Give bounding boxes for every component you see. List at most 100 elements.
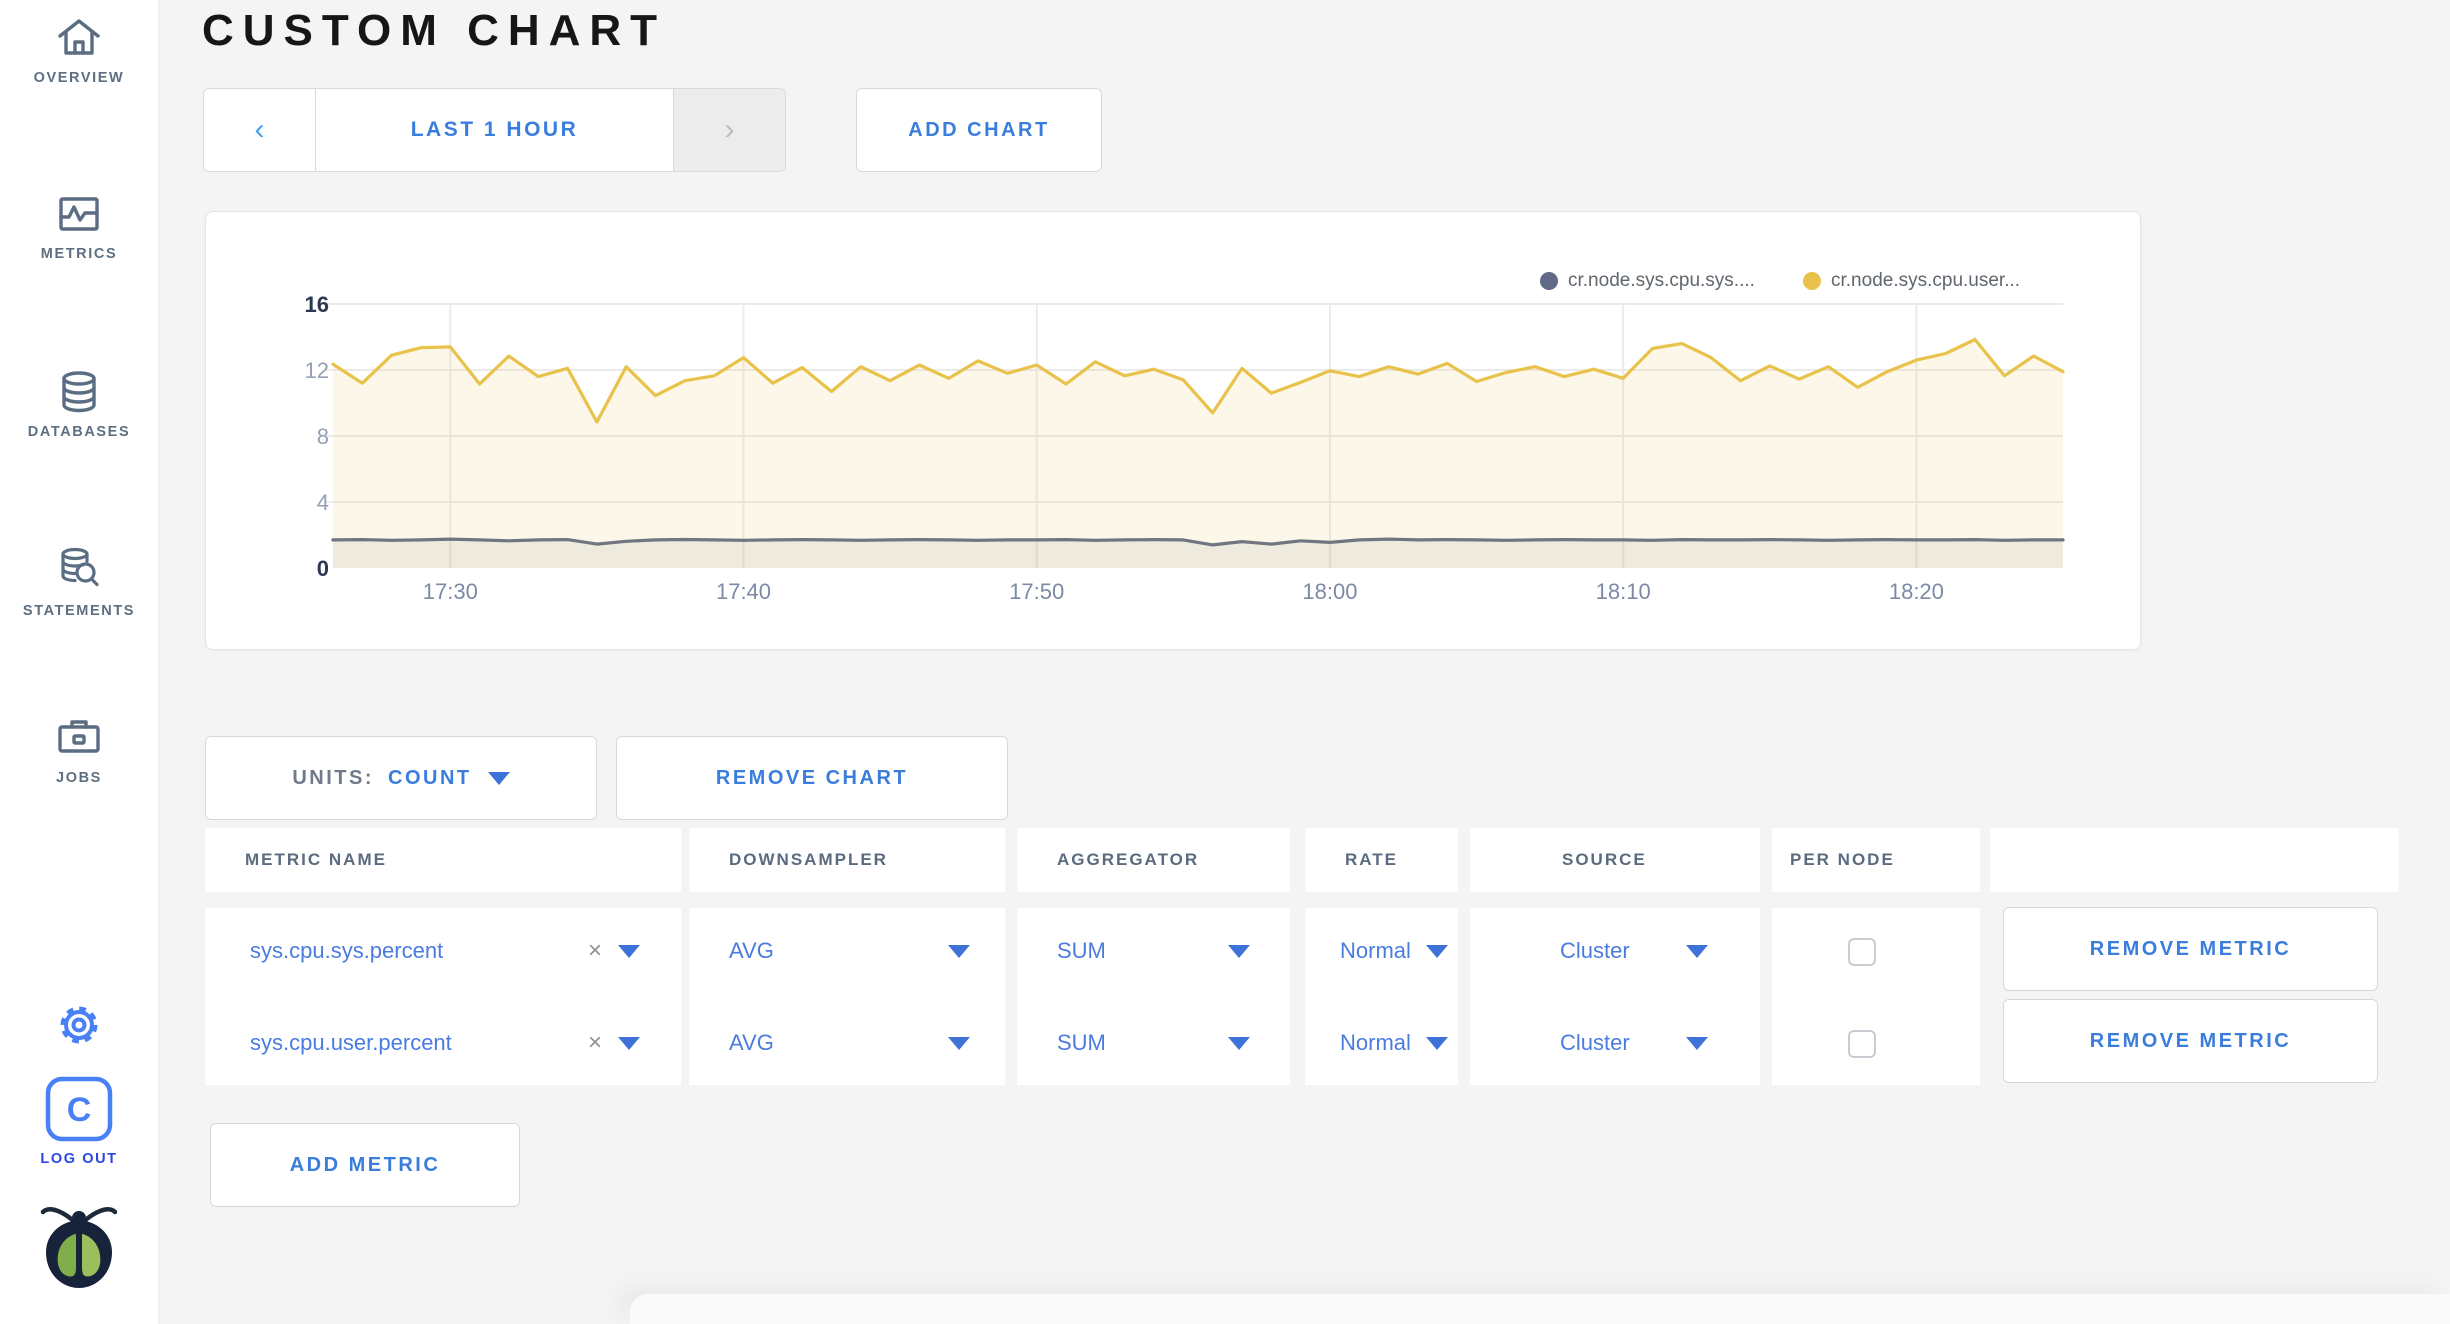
metric-name-controls: ×: [588, 931, 641, 971]
legend-item-sys: cr.node.sys.cpu.sys....: [1540, 270, 1755, 292]
chevron-down-icon: [1228, 944, 1250, 958]
source-caret[interactable]: [1686, 1023, 1708, 1063]
units-dropdown[interactable]: UNITS: COUNT: [205, 736, 597, 820]
rate-value[interactable]: Normal: [1340, 938, 1411, 963]
table-column-source: [1470, 908, 1760, 1085]
time-range-value[interactable]: LAST 1 HOUR: [410, 118, 579, 141]
per-node-checkbox[interactable]: [1848, 1030, 1876, 1058]
logout-label: LOG OUT: [40, 1151, 118, 1167]
sidebar-item-label: METRICS: [40, 246, 118, 262]
briefcase-icon: [58, 720, 100, 753]
sidebar-item-label: STATEMENTS: [22, 603, 136, 619]
svg-text:12: 12: [305, 358, 329, 383]
sidebar-item-label: JOBS: [56, 770, 102, 786]
rate-caret[interactable]: [1426, 931, 1448, 971]
metric-name-controls: ×: [588, 1023, 641, 1063]
aggregator-caret[interactable]: [1228, 931, 1250, 971]
svg-text:17:30: 17:30: [423, 579, 478, 604]
home-icon: [58, 19, 100, 55]
metric-name-value[interactable]: sys.cpu.sys.percent: [250, 938, 444, 963]
remove-metric-button[interactable]: REMOVE METRIC: [2003, 999, 2378, 1083]
add-chart-button[interactable]: ADD CHART: [856, 88, 1102, 172]
column-header-downsampler: DOWNSAMPLER: [689, 828, 1005, 892]
svg-text:18:00: 18:00: [1302, 579, 1357, 604]
source-value[interactable]: Cluster: [1560, 1030, 1630, 1055]
database-icon: [62, 371, 96, 413]
table-column-downsampler: [689, 908, 1005, 1085]
svg-text:17:40: 17:40: [716, 579, 771, 604]
rate-caret[interactable]: [1426, 1023, 1448, 1063]
logout-button[interactable]: C LOG OUT: [0, 1075, 158, 1167]
column-header-source: SOURCE: [1470, 828, 1760, 892]
sidebar-item-databases[interactable]: DATABASES: [0, 368, 158, 440]
chevron-down-icon[interactable]: [618, 944, 641, 958]
per-node-checkbox[interactable]: [1848, 938, 1876, 966]
clear-metric-icon[interactable]: ×: [588, 937, 603, 964]
sidebar: OVERVIEW METRICS DATABASES: [0, 0, 159, 1324]
cockroach-bug-icon: [40, 1207, 118, 1288]
downsampler-caret[interactable]: [948, 931, 970, 971]
chevron-down-icon[interactable]: [618, 1036, 641, 1050]
statements-icon: [61, 547, 99, 587]
bottom-scroll-glow: [630, 1294, 2450, 1324]
sidebar-item-metrics[interactable]: METRICS: [0, 190, 158, 262]
column-header-rate: RATE: [1305, 828, 1458, 892]
chevron-down-icon: [1426, 1036, 1448, 1050]
svg-text:18:20: 18:20: [1889, 579, 1944, 604]
sidebar-item-overview[interactable]: OVERVIEW: [0, 14, 158, 86]
svg-text:C: C: [67, 1091, 92, 1129]
cockroachdb-logo: [0, 1200, 158, 1300]
column-header-metric-name: METRIC NAME: [205, 828, 681, 892]
add-metric-button[interactable]: ADD METRIC: [210, 1123, 520, 1207]
sidebar-item-statements[interactable]: STATEMENTS: [0, 545, 158, 619]
aggregator-value[interactable]: SUM: [1057, 938, 1106, 963]
gear-icon: [60, 1006, 98, 1044]
clear-metric-icon[interactable]: ×: [588, 1029, 603, 1056]
svg-text:4: 4: [317, 490, 329, 515]
table-column-rate: [1305, 908, 1458, 1085]
time-range-prev-button[interactable]: ‹: [204, 89, 316, 171]
remove-chart-button[interactable]: REMOVE CHART: [616, 736, 1008, 820]
chevron-down-icon: [948, 944, 970, 958]
legend-dot-user: [1803, 272, 1821, 290]
sidebar-item-label: OVERVIEW: [33, 70, 125, 86]
time-range-next-button[interactable]: ›: [673, 89, 785, 171]
units-label: UNITS:: [292, 766, 375, 789]
downsampler-caret[interactable]: [948, 1023, 970, 1063]
rate-value[interactable]: Normal: [1340, 1030, 1411, 1055]
sidebar-item-jobs[interactable]: JOBS: [0, 712, 158, 786]
chart-card: cr.node.sys.cpu.sys.... cr.node.sys.cpu.…: [205, 211, 2141, 650]
svg-text:8: 8: [317, 424, 329, 449]
aggregator-value[interactable]: SUM: [1057, 1030, 1106, 1055]
chevron-down-icon: [1426, 944, 1448, 958]
cockroach-c-icon: C: [45, 1076, 113, 1142]
svg-text:17:50: 17:50: [1009, 579, 1064, 604]
svg-text:16: 16: [305, 292, 329, 317]
legend-dot-sys: [1540, 272, 1558, 290]
source-caret[interactable]: [1686, 931, 1708, 971]
aggregator-caret[interactable]: [1228, 1023, 1250, 1063]
column-header-aggregator: AGGREGATOR: [1017, 828, 1290, 892]
page-title: CUSTOM CHART: [202, 6, 667, 55]
legend-label-user: cr.node.sys.cpu.user...: [1831, 270, 2021, 291]
legend-label-sys: cr.node.sys.cpu.sys....: [1568, 270, 1755, 291]
chevron-down-icon: [1686, 944, 1708, 958]
legend-item-user: cr.node.sys.cpu.user...: [1803, 270, 2020, 292]
units-value: COUNT: [388, 766, 472, 789]
chevron-down-icon: [948, 1036, 970, 1050]
metric-name-value[interactable]: sys.cpu.user.percent: [250, 1030, 452, 1055]
timeseries-chart: 17:30 17:40 17:50 18:00 18:10 18:20 0 4 8 12 16: [305, 292, 2065, 604]
column-header-actions: [1990, 828, 2399, 892]
table-column-metric: [205, 908, 681, 1085]
source-value[interactable]: Cluster: [1560, 938, 1630, 963]
table-column-aggregator: [1017, 908, 1290, 1085]
chevron-down-icon: [1228, 1036, 1250, 1050]
chart-legend: cr.node.sys.cpu.sys.... cr.node.sys.cpu.…: [206, 270, 2140, 296]
chevron-down-icon: [487, 771, 510, 785]
downsampler-value[interactable]: AVG: [729, 1030, 774, 1055]
settings-button[interactable]: [0, 1002, 158, 1048]
downsampler-value[interactable]: AVG: [729, 938, 774, 963]
time-range-selector: ‹ LAST 1 HOUR ›: [203, 88, 786, 172]
remove-metric-button[interactable]: REMOVE METRIC: [2003, 907, 2378, 991]
